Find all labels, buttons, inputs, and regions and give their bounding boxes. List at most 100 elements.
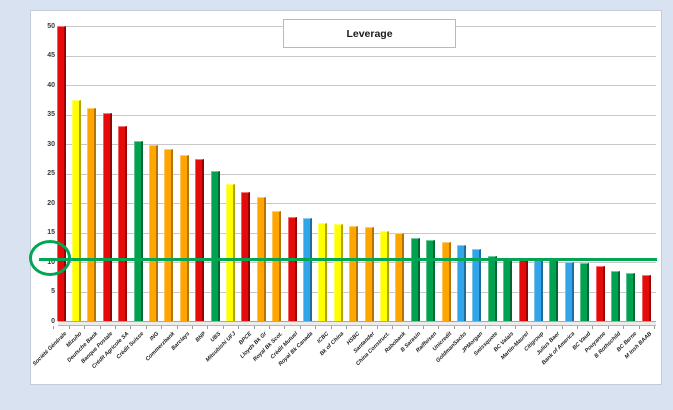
x-tick (499, 326, 501, 329)
x-tick (222, 326, 224, 329)
x-tick (361, 326, 363, 329)
reference-circle-icon (29, 240, 71, 277)
x-tick (484, 326, 486, 329)
x-tick (653, 326, 655, 329)
bar (487, 256, 497, 321)
x-tick (469, 326, 471, 329)
bar (71, 100, 81, 321)
x-tick (299, 326, 301, 329)
x-tick (438, 326, 440, 329)
bar (179, 154, 189, 321)
bar (518, 259, 528, 321)
x-tick (546, 326, 548, 329)
x-tick (68, 326, 70, 329)
x-tick (99, 326, 101, 329)
gridline (58, 114, 656, 116)
bar (456, 245, 466, 321)
bar (626, 272, 636, 321)
bar (349, 226, 359, 321)
gridline (58, 144, 656, 145)
gridline (58, 55, 656, 57)
bar (225, 183, 235, 321)
x-tick (407, 326, 409, 329)
bar (272, 211, 282, 321)
y-tick-label: 25 (47, 170, 55, 177)
y-tick-label: 35 (47, 111, 55, 118)
x-tick (376, 326, 378, 329)
bar (564, 262, 574, 321)
bar (426, 240, 436, 321)
y-tick-label: 0 (51, 317, 55, 325)
x-tick (638, 326, 640, 329)
bar (118, 126, 128, 321)
bar (580, 263, 590, 321)
x-tick (191, 326, 193, 329)
x-tick (623, 326, 625, 329)
bar (318, 223, 328, 321)
bar (210, 171, 220, 321)
bar (395, 232, 405, 321)
x-tick (145, 326, 147, 329)
x-tick (345, 326, 347, 329)
bar (195, 158, 205, 321)
chart-panel: 0 5 10 15 20 25 30 35 40 45 50 Société Générale Miz… (29, 10, 662, 385)
y-tick-label: 30 (47, 140, 55, 148)
bar (56, 26, 66, 321)
bar (102, 112, 112, 321)
x-tick (53, 326, 55, 329)
gridline (58, 85, 656, 86)
x-tick (253, 326, 255, 329)
x-tick (515, 326, 517, 329)
bar (595, 265, 605, 321)
x-axis-floor (58, 321, 656, 326)
x-tick (530, 326, 532, 329)
bar (641, 274, 651, 321)
chart-title-box: Leverage (283, 19, 456, 48)
reference-line (39, 258, 657, 262)
bar (533, 259, 543, 321)
y-tick-label: 45 (47, 52, 55, 59)
bar (164, 149, 174, 321)
bar (503, 258, 513, 321)
bar (241, 191, 251, 321)
bar (379, 231, 389, 321)
bar (302, 218, 312, 321)
gridline (58, 203, 656, 204)
bar (410, 237, 420, 321)
x-tick (392, 326, 394, 329)
x-tick (576, 326, 578, 329)
x-tick (284, 326, 286, 329)
x-tick (238, 326, 240, 329)
x-tick (330, 326, 332, 329)
gridline (58, 173, 656, 175)
bar (287, 217, 297, 321)
bar (549, 260, 559, 321)
x-tick (161, 326, 163, 329)
x-tick (207, 326, 209, 329)
x-tick (592, 326, 594, 329)
x-tick (114, 326, 116, 329)
bar (148, 144, 158, 321)
bar (87, 108, 97, 321)
bar (333, 223, 343, 321)
x-tick (453, 326, 455, 329)
x-tick (607, 326, 609, 329)
x-tick (268, 326, 270, 329)
bar (133, 141, 143, 321)
y-tick-label: 50 (47, 22, 55, 30)
y-tick-label: 20 (47, 199, 55, 207)
x-tick (176, 326, 178, 329)
x-tick (561, 326, 563, 329)
bar (364, 226, 374, 321)
bar (472, 249, 482, 321)
x-tick (422, 326, 424, 329)
chart-title: Leverage (346, 27, 393, 40)
bar (441, 241, 451, 321)
y-tick-label: 5 (51, 288, 55, 295)
x-tick (130, 326, 132, 329)
x-tick (84, 326, 86, 329)
y-tick-label: 15 (47, 229, 55, 236)
y-tick-label: 40 (47, 81, 55, 89)
x-tick (315, 326, 317, 329)
